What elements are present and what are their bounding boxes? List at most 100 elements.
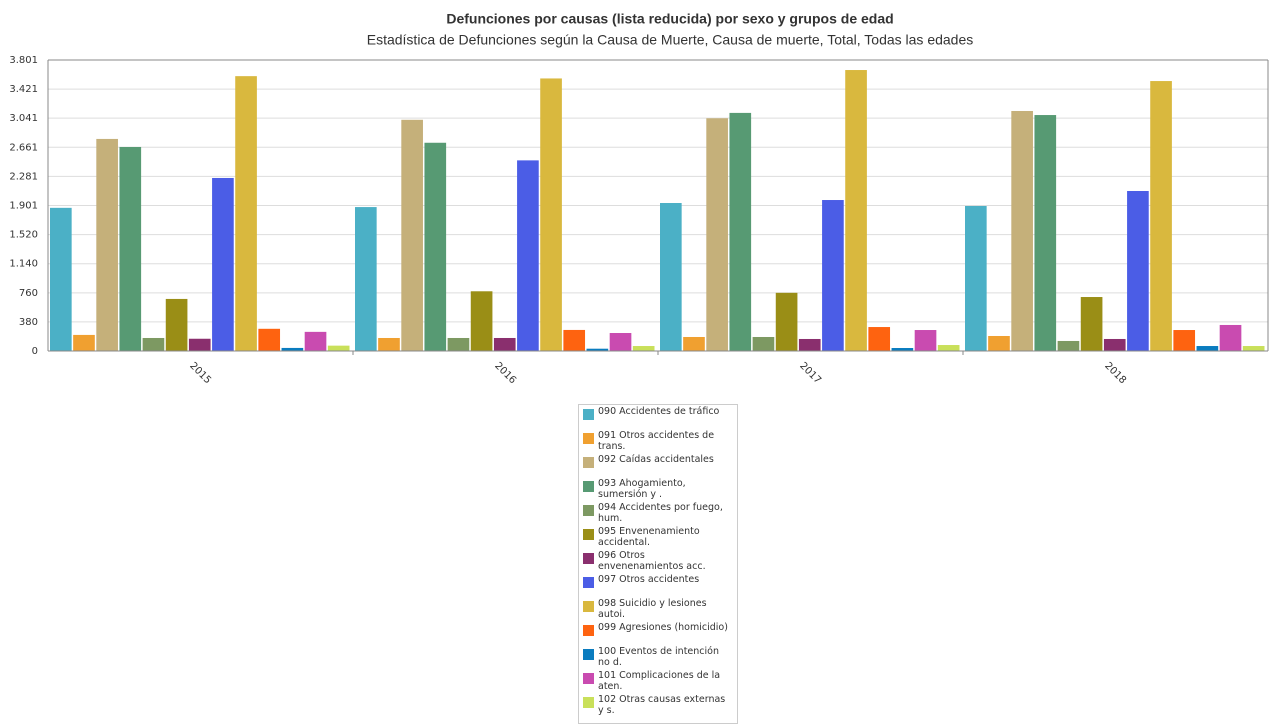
legend-label: 095 Envenenamiento accidental. <box>598 526 700 548</box>
bar <box>937 345 960 351</box>
bar <box>660 203 682 351</box>
legend-entry[interactable]: 101 Complicaciones de la aten. <box>583 670 733 694</box>
legend-entry[interactable]: 099 Agresiones (homicidio) <box>583 622 733 646</box>
bar <box>752 336 775 351</box>
legend-label: 091 Otros accidentes de trans. <box>598 430 715 452</box>
legend-swatch <box>583 505 594 516</box>
legend-entry[interactable]: 092 Caídas accidentales <box>583 454 733 478</box>
x-tick-label: 2016 <box>492 360 518 386</box>
y-tick-label: 0 <box>32 346 38 357</box>
y-tick-label: 2.281 <box>9 171 38 182</box>
chart-subtitle: Estadística de Defunciones según la Caus… <box>367 32 974 48</box>
bar <box>845 70 867 351</box>
bar <box>401 119 423 351</box>
legend-swatch <box>583 625 594 636</box>
legend-entry[interactable]: 093 Ahogamiento, sumersión y . <box>583 478 733 502</box>
y-tick-label: 3.801 <box>9 55 38 66</box>
legend-entry[interactable]: 102 Otras causas externas y s. <box>583 694 733 718</box>
y-tick-label: 380 <box>19 317 38 328</box>
legend-swatch <box>583 697 594 708</box>
bar <box>447 337 470 351</box>
y-tick-label: 2.661 <box>9 142 38 153</box>
bar <box>632 346 655 351</box>
legend-label: 098 Suicidio y lesiones autoi. <box>598 598 707 620</box>
legend-label: 096 Otros envenenamientos acc. <box>598 550 706 572</box>
bar <box>868 327 891 351</box>
legend-entry[interactable]: 098 Suicidio y lesiones autoi. <box>583 598 733 622</box>
bar <box>822 200 844 351</box>
bar <box>327 345 350 351</box>
bar <box>706 118 728 351</box>
bar <box>1080 297 1103 351</box>
bar <box>378 337 400 351</box>
y-tick-label: 3.041 <box>9 113 38 124</box>
bar <box>683 336 705 351</box>
y-tick-label: 1.901 <box>9 200 38 211</box>
y-tick-label: 3.421 <box>9 84 38 95</box>
x-tick-label: 2018 <box>1102 360 1128 386</box>
bar <box>1103 338 1126 351</box>
legend-swatch <box>583 553 594 564</box>
legend-swatch <box>583 601 594 612</box>
legend-swatch <box>583 481 594 492</box>
bar <box>798 338 821 351</box>
bar <box>142 337 165 351</box>
bar <box>1219 324 1242 351</box>
legend-entry[interactable]: 090 Accidentes de tráfico <box>583 406 733 430</box>
y-tick-label: 760 <box>19 288 38 299</box>
legend-swatch <box>583 673 594 684</box>
bar <box>73 334 95 351</box>
y-tick-label: 1.520 <box>9 230 38 241</box>
bar <box>775 292 798 351</box>
chart: Defunciones por causas (lista reducida) … <box>9 11 1269 386</box>
legend-swatch <box>583 529 594 540</box>
legend-entry[interactable]: 100 Eventos de intención no d. <box>583 646 733 670</box>
bar <box>304 331 327 351</box>
bar <box>729 112 752 351</box>
x-tick-label: 2015 <box>187 360 213 386</box>
bar <box>1011 110 1033 351</box>
bar <box>1057 340 1080 351</box>
bar <box>540 78 562 351</box>
legend-swatch <box>583 649 594 660</box>
legend: 090 Accidentes de tráfico 091 Otros accid… <box>578 404 738 724</box>
legend-label: 092 Caídas accidentales <box>598 454 714 465</box>
bar <box>188 338 211 351</box>
bar <box>355 207 377 351</box>
legend-entry[interactable]: 097 Otros accidentes <box>583 574 733 598</box>
bar <box>891 348 914 351</box>
bar <box>1127 190 1149 351</box>
bar <box>212 177 234 351</box>
legend-swatch <box>583 409 594 420</box>
legend-swatch <box>583 457 594 468</box>
bar <box>1196 346 1219 351</box>
bar <box>96 138 118 351</box>
bar <box>1173 330 1196 351</box>
legend-label: 090 Accidentes de tráfico <box>598 406 720 417</box>
bar <box>914 330 937 351</box>
y-tick-label: 1.140 <box>9 259 38 270</box>
legend-label: 097 Otros accidentes <box>598 574 700 585</box>
bar <box>586 348 609 351</box>
bar <box>563 329 586 351</box>
legend-swatch <box>583 433 594 444</box>
chart-title: Defunciones por causas (lista reducida) … <box>446 11 893 27</box>
bar <box>965 205 987 351</box>
legend-entry[interactable]: 094 Accidentes por fuego, hum. <box>583 502 733 526</box>
legend-label: 102 Otras causas externas y s. <box>598 694 726 716</box>
bar <box>1034 115 1057 351</box>
bar <box>517 160 539 351</box>
legend-entry[interactable]: 091 Otros accidentes de trans. <box>583 430 733 454</box>
legend-entry[interactable]: 095 Envenenamiento accidental. <box>583 526 733 550</box>
legend-label: 099 Agresiones (homicidio) <box>598 622 728 633</box>
bar <box>493 337 516 351</box>
bar <box>258 328 281 351</box>
legend-entry[interactable]: 096 Otros envenenamientos acc. <box>583 550 733 574</box>
bar <box>470 291 493 351</box>
legend-swatch <box>583 577 594 588</box>
legend-label: 094 Accidentes por fuego, hum. <box>598 502 723 524</box>
bar <box>609 333 632 351</box>
bar <box>235 76 257 352</box>
legend-label: 100 Eventos de intención no d. <box>598 646 719 668</box>
